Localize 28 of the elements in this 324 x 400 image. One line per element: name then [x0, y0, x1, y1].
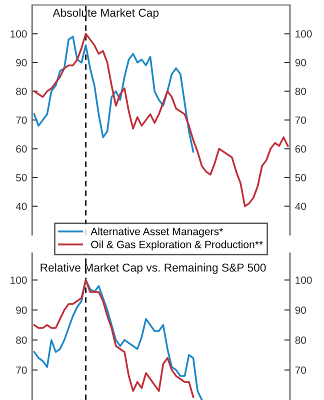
y-tick-label: 70: [16, 366, 27, 374]
y-tick-label: 70: [16, 116, 27, 124]
y2-tick-label: 100: [296, 30, 312, 38]
y-tick-label: 100: [10, 30, 27, 38]
chart-title: Absolute Market Cap: [52, 8, 159, 20]
y-tick-label: 80: [16, 88, 27, 96]
y2-tick-label: 90: [295, 306, 306, 314]
legend-label: Alternative Asset Managers*: [90, 227, 224, 238]
y2-tick-label: 70: [295, 116, 306, 124]
text: Relative Market Cap vs. Remaining S&P 500: [40, 263, 266, 274]
y2-tick-label: 100: [296, 276, 312, 284]
y2-tick-label: 80: [295, 336, 306, 344]
y2-tick-label: 50: [295, 174, 306, 182]
y-tick-label: 90: [16, 59, 27, 66]
line-series: [33, 32, 289, 208]
y2-tick-label: 80: [295, 88, 306, 96]
legend-label: Oil & Gas Exploration & Production**: [91, 240, 263, 250]
line-series: [33, 36, 194, 153]
y-tick-label: 100: [10, 276, 27, 284]
y2-tick-label: 40: [295, 202, 306, 210]
y2-tick-label: 70: [295, 366, 306, 374]
y-tick-label: 60: [16, 145, 27, 153]
y2-tick-label: 90: [295, 59, 306, 66]
y-tick-label: 80: [16, 336, 27, 344]
y-tick-label: 40: [16, 202, 27, 210]
y-tick-label: 50: [16, 174, 27, 182]
y2-tick-label: 60: [295, 145, 306, 153]
y-tick-label: 90: [16, 306, 27, 314]
